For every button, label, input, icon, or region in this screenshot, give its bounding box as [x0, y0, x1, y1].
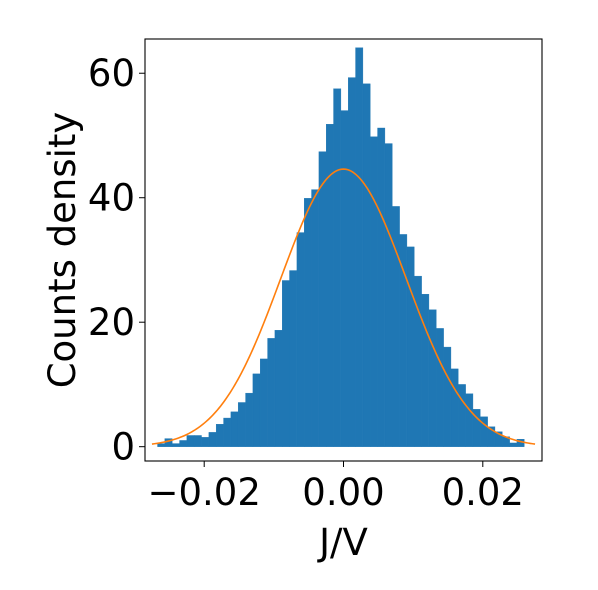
histogram-bar: [179, 440, 188, 447]
histogram-bar: [428, 309, 437, 447]
histogram-bar: [252, 373, 261, 447]
x-tick-label: −0.02: [148, 471, 261, 514]
histogram-bar: [377, 127, 386, 447]
histogram-bar: [289, 270, 298, 447]
histogram-bar: [230, 411, 239, 447]
histogram-bar: [465, 393, 474, 447]
histogram-bar: [421, 293, 430, 447]
x-tick-label: 0.00: [302, 471, 384, 514]
y-axis-ticks: 0 20 40 60: [88, 52, 145, 469]
histogram-bar: [304, 198, 312, 447]
histogram-bar: [436, 328, 444, 447]
gaussian-fit-curve: [151, 168, 536, 445]
histogram-bar: [348, 77, 356, 447]
histogram-bar: [311, 189, 320, 447]
histogram-bar: [509, 442, 518, 447]
x-axis-label: J/V: [317, 521, 368, 564]
histogram-bar: [186, 435, 195, 447]
y-tick-label: 20: [88, 301, 135, 344]
histogram-bar: [340, 110, 349, 447]
histogram-bar: [267, 338, 276, 447]
histogram-bar: [406, 246, 415, 447]
histogram-bar: [384, 143, 393, 447]
histogram-bar: [399, 234, 408, 447]
histogram-bar: [450, 368, 459, 447]
histogram-bar: [193, 435, 202, 447]
histogram-bars: [157, 47, 525, 447]
y-tick-label: 40: [88, 177, 135, 220]
histogram-bar: [370, 136, 378, 447]
histogram-bar: [296, 232, 305, 447]
histogram-bar: [282, 280, 290, 447]
histogram-bar: [201, 437, 210, 447]
histogram-bar: [157, 443, 166, 447]
histogram-bar: [208, 432, 217, 447]
y-tick-label: 0: [111, 426, 135, 469]
x-tick-label: 0.02: [442, 471, 524, 514]
histogram-bar: [259, 358, 268, 447]
histogram-bar: [333, 88, 342, 447]
y-axis-label: Counts density: [41, 112, 84, 389]
histogram-bar: [223, 417, 232, 447]
histogram-bar: [443, 346, 452, 447]
histogram-bar: [274, 330, 283, 447]
histogram-bar: [215, 424, 224, 447]
y-tick-label: 60: [88, 52, 135, 95]
histogram-bar: [355, 47, 364, 447]
histogram-bar: [458, 384, 466, 447]
histogram-bar: [318, 151, 327, 447]
histogram-bar: [237, 402, 246, 447]
histogram-bar: [362, 83, 371, 447]
histogram-bar: [245, 392, 254, 447]
x-axis-ticks: −0.02 0.00 0.02: [148, 461, 524, 514]
histogram-bar: [171, 443, 180, 447]
